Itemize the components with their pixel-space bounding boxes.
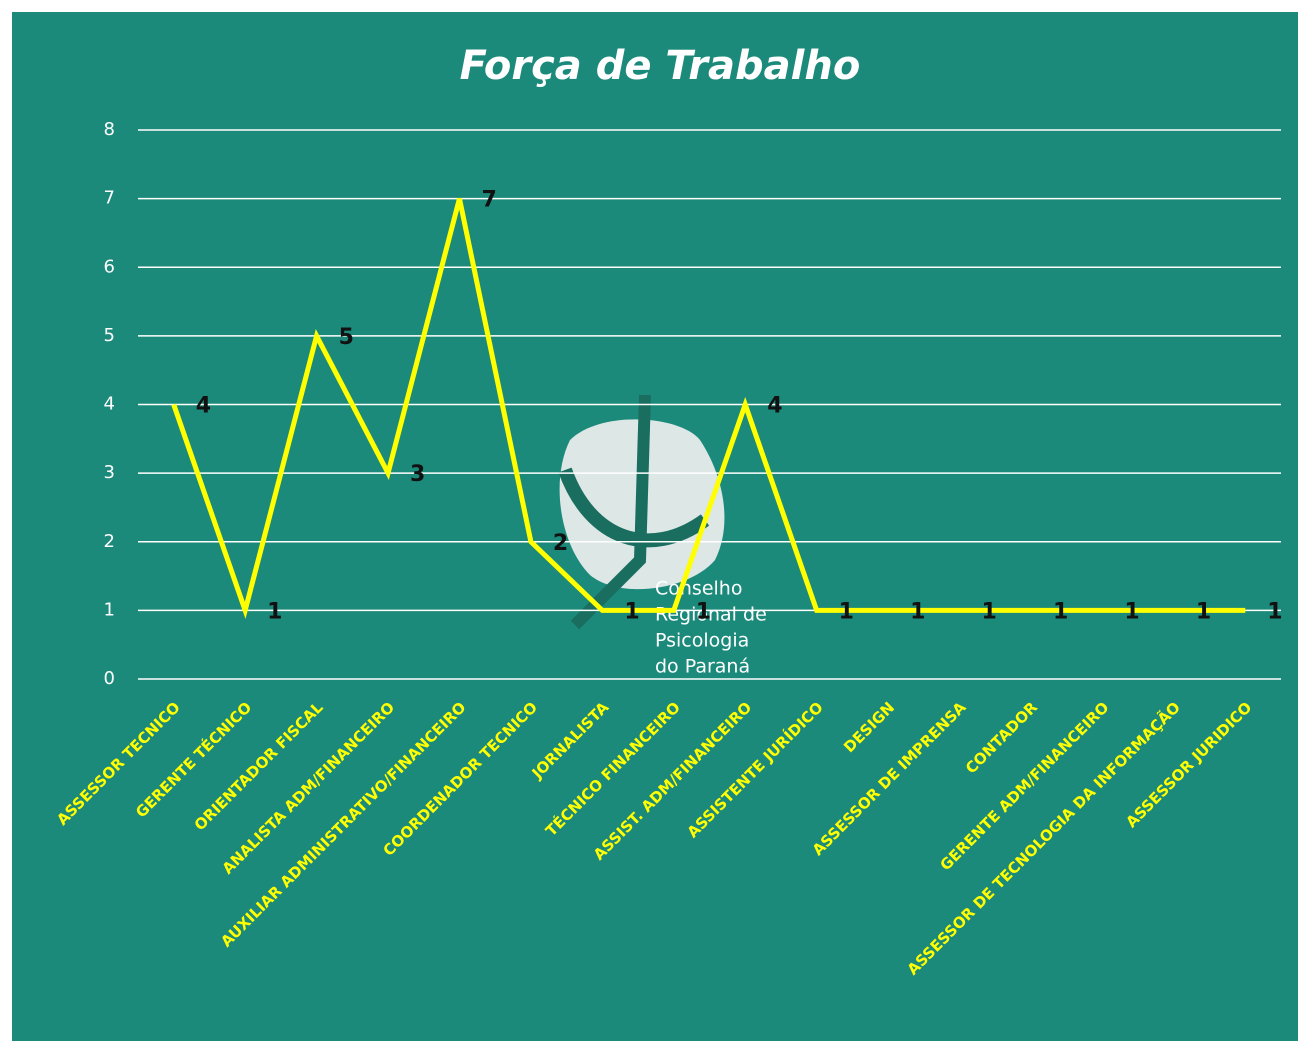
chart-title: Força de Trabalho xyxy=(460,43,861,89)
value-label: 5 xyxy=(339,325,354,350)
value-label: 1 xyxy=(1196,599,1211,624)
value-label: 1 xyxy=(1124,599,1139,624)
watermark-text: Conselho xyxy=(655,578,742,600)
y-tick-label: 7 xyxy=(104,188,115,209)
value-label: 3 xyxy=(410,462,425,487)
value-label: 1 xyxy=(910,599,925,624)
value-label: 2 xyxy=(553,531,568,556)
y-tick-label: 8 xyxy=(104,119,115,140)
y-tick-label: 5 xyxy=(104,325,115,346)
y-tick-label: 1 xyxy=(104,599,115,620)
y-tick-label: 6 xyxy=(104,256,115,277)
y-tick-label: 3 xyxy=(104,462,115,483)
y-tick-label: 2 xyxy=(104,531,115,552)
watermark-text: Psicologia xyxy=(655,630,749,652)
y-tick-label: 4 xyxy=(104,394,115,415)
value-label: 1 xyxy=(696,599,711,624)
value-label: 4 xyxy=(196,394,211,419)
value-label: 1 xyxy=(624,599,639,624)
value-label: 1 xyxy=(839,599,854,624)
chart: Força de Trabalho ConselhoRegional dePsi… xyxy=(0,0,1298,1041)
value-label: 1 xyxy=(982,599,997,624)
value-label: 7 xyxy=(481,188,496,213)
y-tick-label: 0 xyxy=(104,668,115,689)
value-label: 4 xyxy=(767,394,782,419)
value-label: 1 xyxy=(1267,599,1282,624)
value-label: 1 xyxy=(1053,599,1068,624)
value-label: 1 xyxy=(267,599,282,624)
watermark-text: do Paraná xyxy=(655,656,750,678)
